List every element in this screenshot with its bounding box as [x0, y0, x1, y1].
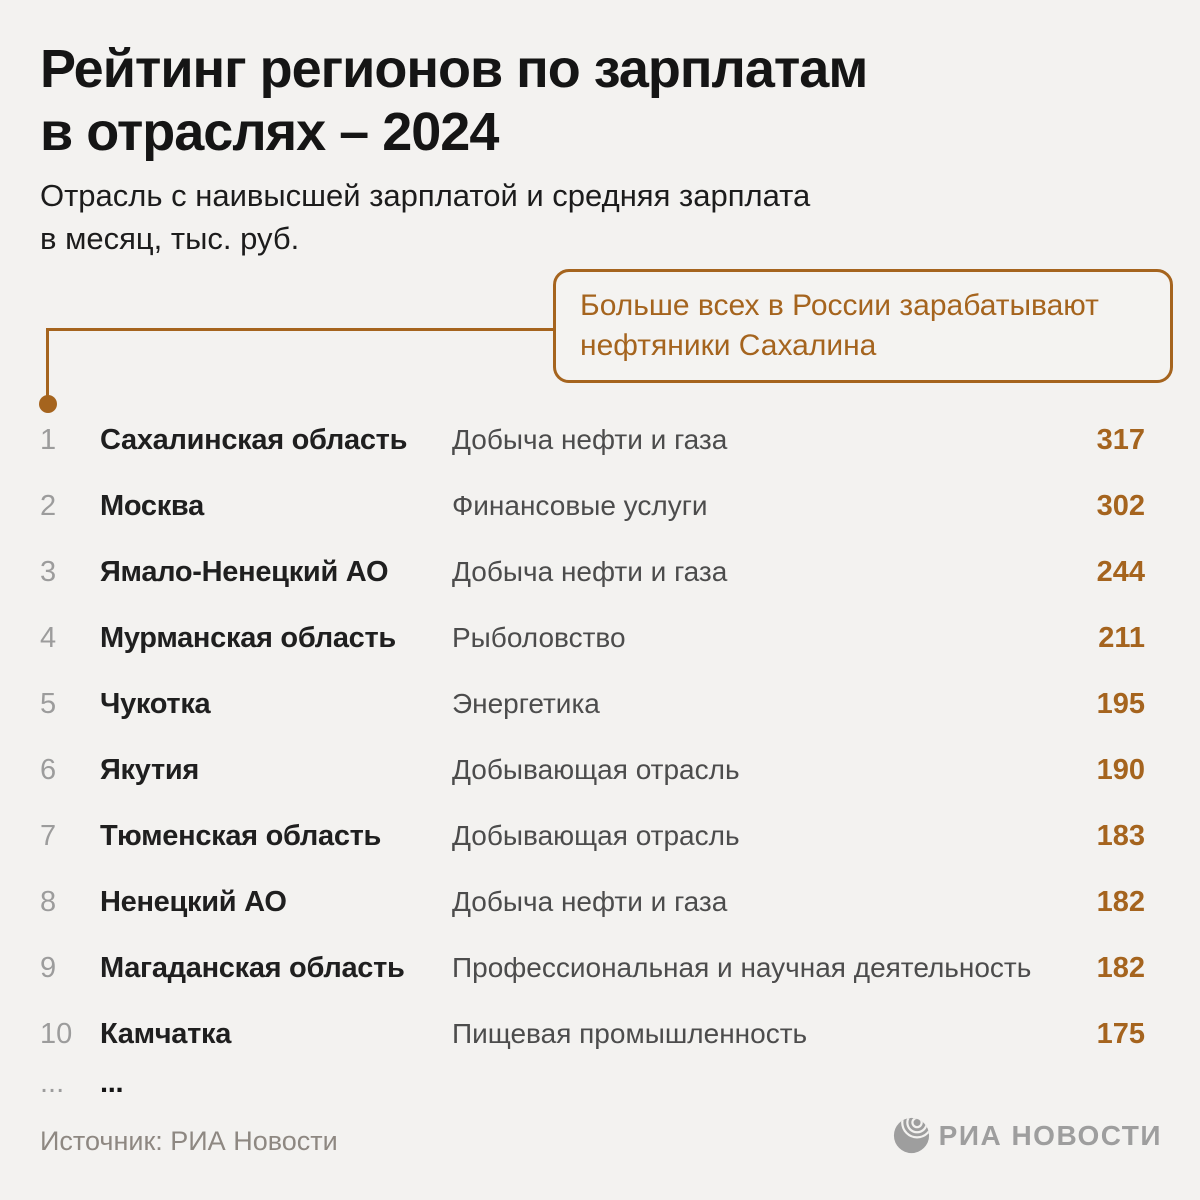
industry-cell: Профессиональная и научная деятельность	[452, 952, 1032, 983]
annotation-line1: Больше всех в России зарабатывают	[580, 289, 1099, 322]
table-row: 2 Москва Финансовые услуги 302	[40, 473, 1145, 539]
logo-wordmark: РИА НОВОСТИ	[938, 1119, 1162, 1151]
industry-cell: Добывающая отрасль	[452, 754, 740, 785]
value-cell: 317	[1096, 423, 1145, 456]
industry-cell: Добыча нефти и газа	[452, 556, 728, 587]
table-row: 4 Мурманская область Рыболовство 211	[40, 605, 1145, 671]
page-subtitle: Отрасль с наивысшей зарплатой и средняя …	[40, 174, 810, 260]
region-cell: Магаданская область	[100, 951, 405, 984]
region-cell: Ямало-Ненецкий АО	[100, 555, 389, 588]
callout-connector-horizontal	[48, 328, 555, 331]
table-row: 8 Ненецкий АО Добыча нефти и газа 182	[40, 869, 1145, 935]
rank-cell: 6	[40, 753, 57, 786]
callout-connector-dot	[39, 395, 57, 413]
value-cell: 182	[1096, 885, 1145, 918]
table-row: 7 Тюменская область Добывающая отрасль 1…	[40, 803, 1145, 869]
region-cell: Якутия	[100, 753, 199, 786]
rank-table: 1 Сахалинская область Добыча нефти и газ…	[40, 407, 1145, 1113]
rank-cell: 4	[40, 621, 57, 654]
rank-cell: 9	[40, 951, 57, 984]
value-cell: 183	[1096, 819, 1145, 852]
rank-cell: 8	[40, 885, 57, 918]
page-subtitle-line2: в месяц, тыс. руб.	[40, 221, 300, 256]
page-subtitle-line1: Отрасль с наивысшей зарплатой и средняя …	[40, 178, 811, 213]
industry-cell: Добыча нефти и газа	[452, 886, 728, 917]
rank-cell: 10	[40, 1017, 73, 1050]
region-cell: Камчатка	[100, 1017, 232, 1050]
industry-cell: Добывающая отрасль	[452, 820, 740, 851]
annotation-callout: Больше всех в России зарабатывают нефтяни…	[553, 269, 1173, 383]
ria-novosti-logo: РИА НОВОСТИ	[893, 1117, 1162, 1154]
region-cell: Сахалинская область	[100, 423, 408, 456]
region-cell: Ненецкий АО	[100, 885, 287, 918]
value-cell: 195	[1096, 687, 1145, 720]
region-cell: Мурманская область	[100, 621, 396, 654]
region-cell: Тюменская область	[100, 819, 382, 852]
table-row: 10 Камчатка Пищевая промышленность 175	[40, 1001, 1145, 1067]
value-cell: 302	[1096, 489, 1145, 522]
industry-cell: Добыча нефти и газа	[452, 424, 728, 455]
rank-cell: 2	[40, 489, 57, 522]
value-cell: 244	[1096, 555, 1145, 588]
value-cell: 175	[1096, 1017, 1145, 1050]
source-label: Источник: РИА Новости	[40, 1126, 338, 1156]
industry-cell: Рыболовство	[452, 622, 626, 653]
globe-icon	[893, 1117, 929, 1154]
table-row: 9 Магаданская область Профессиональная и…	[40, 935, 1145, 1001]
page-title: Рейтинг регионов по зарплатам в отраслях …	[40, 38, 868, 164]
annotation-line2: нефтяники Сахалина	[580, 329, 877, 362]
rank-cell: ...	[40, 1067, 65, 1099]
page-title-line1: Рейтинг регионов по зарплатам	[40, 39, 868, 99]
value-cell: 190	[1096, 753, 1145, 786]
rank-cell: 1	[40, 423, 57, 456]
table-row: 3 Ямало-Ненецкий АО Добыча нефти и газа …	[40, 539, 1145, 605]
region-cell: Москва	[100, 489, 204, 522]
region-cell: Чукотка	[100, 687, 211, 720]
region-cell: ...	[100, 1067, 124, 1099]
table-row: 5 Чукотка Энергетика 195	[40, 671, 1145, 737]
industry-cell: Финансовые услуги	[452, 490, 708, 521]
rank-cell: 7	[40, 819, 57, 852]
value-cell: 182	[1096, 951, 1145, 984]
rank-cell: 3	[40, 555, 57, 588]
page-title-line2: в отраслях – 2024	[40, 102, 499, 162]
table-row: 6 Якутия Добывающая отрасль 190	[40, 737, 1145, 803]
industry-cell: Энергетика	[452, 688, 600, 719]
industry-cell: Пищевая промышленность	[452, 1018, 808, 1049]
table-row: ... ...	[40, 1067, 1145, 1113]
value-cell: 211	[1098, 621, 1145, 654]
callout-connector-vertical	[46, 328, 49, 398]
rank-cell: 5	[40, 687, 57, 720]
table-row: 1 Сахалинская область Добыча нефти и газ…	[40, 407, 1145, 473]
